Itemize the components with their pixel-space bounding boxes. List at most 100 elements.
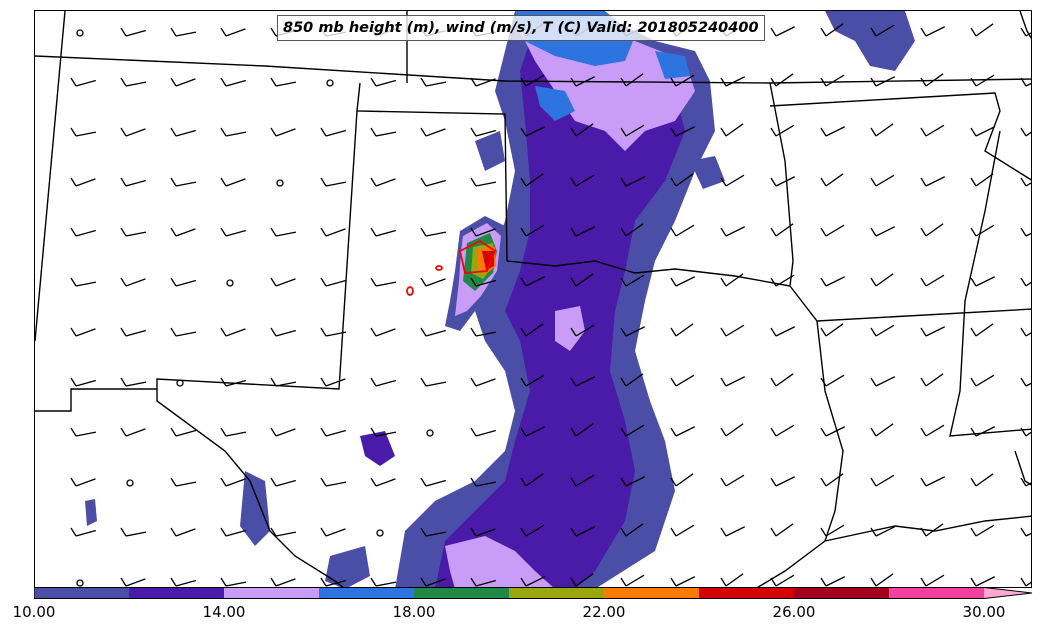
wind-barb [420,377,447,387]
wind-barb [520,74,545,87]
wind-barb [920,373,944,387]
wind-barb [420,327,446,337]
wind-barb [70,277,97,287]
wind-barb [620,523,644,537]
wind-barb [520,473,544,487]
wind-barb [320,177,347,187]
wind-barb [820,23,844,37]
wind-barb [720,273,744,287]
wind-barb [720,526,746,537]
map-canvas [35,11,1031,587]
wind-barb [470,177,497,187]
colorbar-segment [129,587,224,599]
colorbar-tick-label: 18.00 [392,603,436,621]
state-borders [35,11,1031,587]
colorbar-extend-arrow [984,587,1032,599]
wind-barb [920,73,944,87]
wind-barb [670,224,695,237]
wind-barb [870,24,895,37]
wind-barb [870,474,895,487]
wind-barb [1020,27,1031,37]
wind-barb [420,127,446,137]
wind-barb [920,476,946,487]
wind-barb [1020,177,1031,187]
wind-barb [220,327,246,337]
wind-barb [120,227,147,237]
wind-barb [420,77,447,87]
colorbar-tick-label: 10.00 [12,603,56,621]
wind-barb [870,76,896,87]
wind-barb [1020,577,1031,587]
wind-barb [220,377,246,387]
wind-barb [120,327,146,337]
wind-barb [170,527,196,537]
field-core-blue-3 [655,51,690,79]
wind-barb [820,524,845,537]
wind-barb [320,577,346,587]
wind-barb [370,327,396,337]
wind-barb [370,177,396,187]
colorbar-segment [699,587,794,599]
colorbar-segment [509,587,604,599]
wind-barb [720,324,745,337]
wind-barb [170,227,196,237]
wind-barb [570,474,595,487]
colorbar-tick-label: 14.00 [202,603,246,621]
wind-barb [370,427,397,437]
wind-barb [170,127,196,137]
wind-barb [420,277,446,287]
wind-barb [120,527,147,537]
wind-barb [870,174,895,187]
wind-barb [270,127,296,137]
wind-barb [120,127,146,137]
wind-barb [470,377,496,387]
wind-barb [1020,127,1031,137]
wind-barb [270,277,296,287]
wind-barb [1020,327,1031,337]
wind-barb [220,427,247,437]
wind-barb [270,227,297,237]
wind-barb [670,323,694,337]
field-cell-6 [85,499,97,526]
wind-barb [470,227,496,237]
wind-barb [720,376,746,387]
wind-barb [970,524,995,537]
wind-barb [720,474,745,487]
wind-barb [670,374,695,387]
wind-barb [670,473,694,487]
wind-barb [270,577,296,587]
wind-barb [670,426,696,437]
colorbar-segment [414,587,509,599]
wind-barb [920,223,944,237]
wind-barb [570,526,596,537]
wind-barb [420,477,446,487]
field-cell-5 [690,156,725,189]
wind-barb [370,477,396,487]
wind-barb [420,227,447,237]
wind-barb [620,223,644,237]
wind-barb [376,529,384,537]
wind-barb [920,124,945,137]
wind-barb [70,477,96,487]
wind-barb [770,73,794,87]
map-title: 850 mb height (m), wind (m/s), T (C) Val… [277,15,765,41]
wind-barb [370,277,397,287]
wind-barb [670,126,696,137]
wind-barb [126,479,134,487]
wind-barb [870,123,894,137]
wind-barb [370,127,397,137]
wind-barb [970,426,996,437]
wind-barb [820,576,846,587]
wind-barb [870,324,895,337]
wind-barb [970,23,994,37]
wind-barb [70,177,96,187]
wind-barb [820,74,845,87]
wind-barb [170,77,196,87]
wind-barb [70,527,96,537]
wind-barb [770,476,796,487]
wind-barb [820,473,844,487]
wind-barb [570,76,596,87]
wind-barb [620,176,646,187]
wind-barb [326,79,334,87]
wind-barb [720,573,744,587]
